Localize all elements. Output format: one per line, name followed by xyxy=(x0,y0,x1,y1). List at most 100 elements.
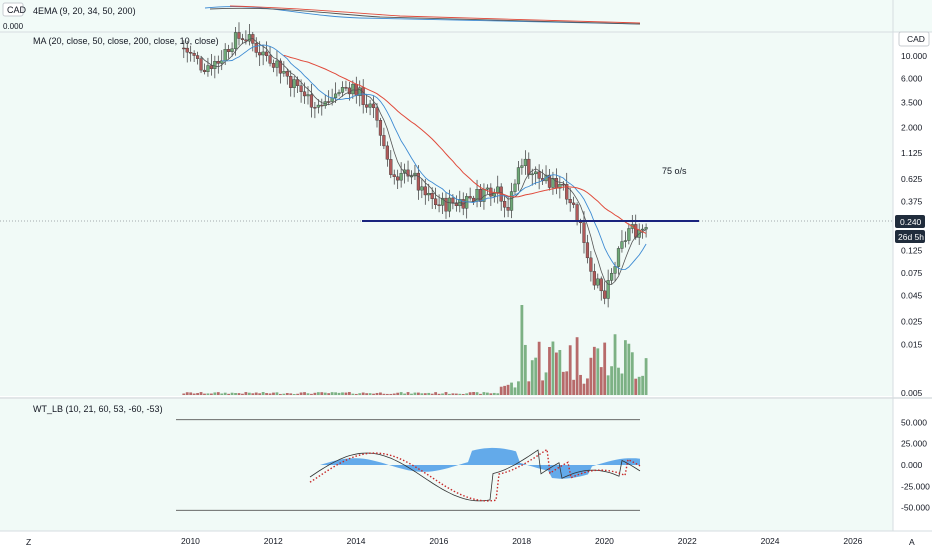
candle-body xyxy=(554,178,558,189)
volume-bar xyxy=(213,392,217,395)
candle-body xyxy=(627,228,631,241)
candle-body xyxy=(347,87,351,95)
candle-body xyxy=(202,69,207,73)
volume-bar xyxy=(641,375,645,395)
log-scale-toggle-icon[interactable]: Z xyxy=(26,537,31,547)
volume-bar xyxy=(337,392,341,395)
candle-body xyxy=(423,186,427,196)
volume-bar xyxy=(206,393,210,395)
volume-bar xyxy=(458,393,462,395)
volume-bar xyxy=(382,393,386,395)
volume-bar xyxy=(406,392,410,395)
candle-body xyxy=(616,248,621,267)
volume-bar xyxy=(499,386,503,395)
candle-body xyxy=(302,91,307,97)
volume-bar xyxy=(299,392,303,395)
candle-body xyxy=(420,186,424,191)
volume-bar xyxy=(568,345,572,395)
volume-bar xyxy=(482,392,486,395)
volume-bar xyxy=(410,393,413,395)
candle-body xyxy=(189,52,193,54)
y-tick-label: 0.045 xyxy=(901,291,923,301)
osc-tick-label: -25.000 xyxy=(901,481,930,491)
volume-bar xyxy=(237,393,241,395)
candle-body xyxy=(309,94,314,108)
candle-body xyxy=(237,32,241,39)
candle-body xyxy=(361,87,365,105)
candle-body xyxy=(620,241,624,249)
volume-bar xyxy=(247,392,251,395)
volume-bar xyxy=(354,393,358,395)
auto-scale-toggle-icon[interactable]: A xyxy=(909,537,915,547)
volume-bar xyxy=(223,392,227,395)
volume-bar xyxy=(441,393,444,395)
volume-bar xyxy=(234,393,237,395)
candle-body xyxy=(206,65,210,73)
volume-bar xyxy=(620,373,624,395)
candle-body xyxy=(375,107,379,121)
candle-body xyxy=(292,79,296,88)
volume-bar xyxy=(423,393,427,395)
histogram-area xyxy=(320,447,640,479)
volume-bar xyxy=(265,393,268,395)
wt-signal-line xyxy=(309,448,641,502)
y-tick-label: 0.015 xyxy=(901,339,923,349)
volume-bar xyxy=(303,392,306,395)
candle-body xyxy=(416,172,420,191)
currency-badge-main[interactable] xyxy=(898,31,930,47)
volume-bar xyxy=(344,392,348,395)
ma-indicator-label[interactable]: MA (20, close, 50, close, 200, close, 10… xyxy=(33,36,219,46)
candle-body xyxy=(392,174,396,177)
y-tick-label: 3.500 xyxy=(901,98,923,108)
candle-body xyxy=(213,61,217,69)
volume-bar xyxy=(209,393,213,395)
y-tick-label: 0.005 xyxy=(901,388,923,398)
volume-bar xyxy=(579,374,582,395)
candle-body xyxy=(575,204,579,222)
volume-bar xyxy=(361,392,365,395)
volume-bar xyxy=(554,352,558,395)
ema-indicator-label[interactable]: 4EMA (9, 20, 34, 50, 200) xyxy=(33,6,136,16)
candle-body xyxy=(382,135,386,147)
volume-bar xyxy=(261,392,265,395)
candle-body xyxy=(565,184,569,200)
osc-tick-label: 25.000 xyxy=(901,439,927,449)
volume-bar xyxy=(403,393,406,395)
volume-bar xyxy=(510,382,513,395)
volume-bar xyxy=(244,392,248,395)
volume-bar xyxy=(192,393,196,395)
candle-body xyxy=(230,48,234,52)
osc-tick-label: -50.000 xyxy=(901,503,930,513)
volume-bar xyxy=(634,378,638,395)
y-tick-label: 0.125 xyxy=(901,245,923,255)
volume-bar xyxy=(351,393,355,395)
candle-body xyxy=(440,197,445,206)
candle-body xyxy=(365,104,369,108)
volume-bar xyxy=(327,393,331,395)
candle-body xyxy=(478,189,483,202)
oscillator-axis[interactable]: 50.000 25.000 0.000 -25.000 -50.000 xyxy=(901,417,930,512)
volume-bar xyxy=(465,393,469,395)
annotation-text[interactable]: 75 o/s xyxy=(662,166,687,176)
volume-bar xyxy=(258,393,262,395)
currency-badge-top[interactable] xyxy=(2,2,24,17)
candle-body xyxy=(444,197,448,212)
top-pane-bg xyxy=(0,0,932,32)
volume-bar xyxy=(617,367,620,395)
wt-indicator-label[interactable]: WT_LB (10, 21, 60, 53, -60, -53) xyxy=(33,404,163,414)
volume-bar xyxy=(310,393,313,395)
volume-bar xyxy=(254,392,258,395)
volume-bar xyxy=(216,392,220,395)
currency-label-main: CAD xyxy=(907,34,925,44)
time-axis[interactable]: 2010 2012 2014 2016 2018 2020 2022 2024 2026 xyxy=(181,536,863,546)
candle-body xyxy=(399,173,403,181)
volume-bar xyxy=(627,343,631,395)
volume-bar xyxy=(461,393,465,395)
volume-bar xyxy=(296,393,300,395)
volume-bar xyxy=(448,393,451,395)
volume-bar xyxy=(241,393,244,395)
y-tick-label: 1.125 xyxy=(901,148,923,158)
price-axis[interactable]: 10.000 6.000 3.500 2.000 1.125 0.625 0.375 0.12… xyxy=(901,51,927,398)
volume-bar xyxy=(603,342,607,395)
